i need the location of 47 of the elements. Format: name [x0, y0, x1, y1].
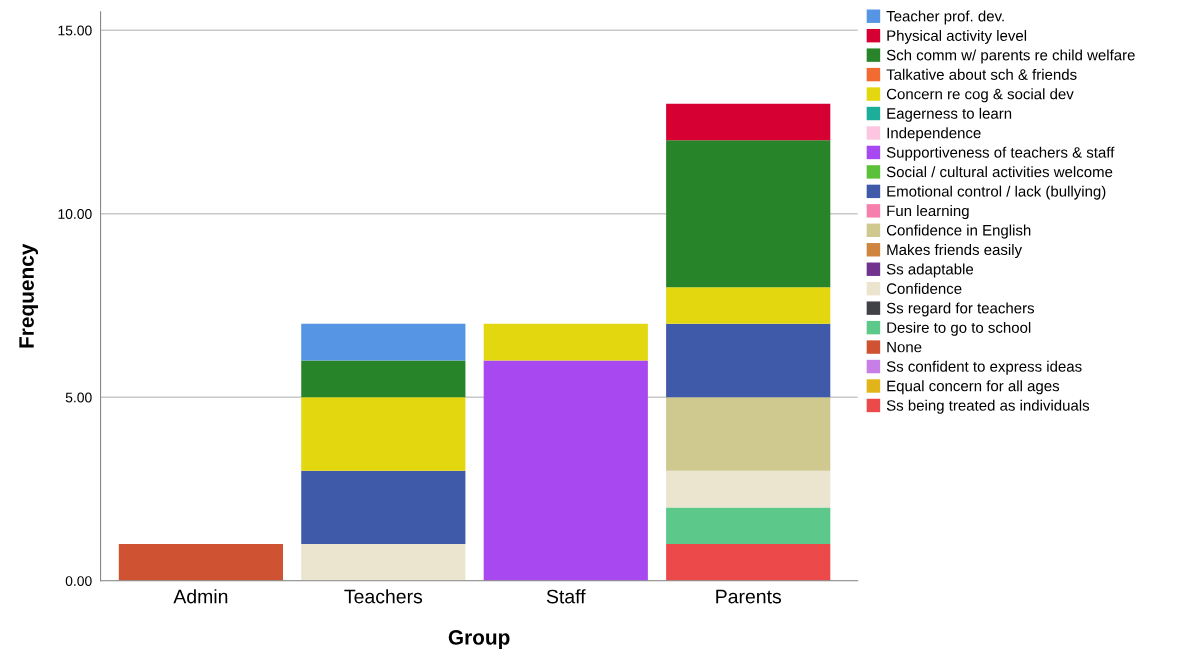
x-tick-label: Staff	[546, 589, 586, 604]
legend-label: Desire to go to school	[887, 321, 1031, 336]
legend-label: Eagerness to learn	[887, 107, 1012, 122]
bar	[666, 323, 831, 398]
legend-label: Fun learning	[887, 205, 969, 220]
bar	[301, 323, 466, 361]
bar	[301, 397, 466, 471]
legend-label: None	[887, 341, 922, 353]
legend-label: Ss adaptable	[886, 263, 974, 278]
x-tick-label: Teachers	[344, 589, 423, 604]
legend-label: Equal concern for all ages	[887, 380, 1060, 395]
bar	[483, 323, 648, 361]
legend-label: Physical activity level	[887, 29, 1027, 44]
legend-label: Concern re cog & social dev	[886, 88, 1074, 103]
legend-label: Confidence in English	[886, 224, 1031, 239]
bar	[666, 470, 831, 508]
bar	[118, 544, 283, 581]
legend-label: Ss being treated as individuals	[886, 399, 1090, 414]
bar	[666, 544, 831, 581]
bar	[666, 507, 831, 545]
legend-label: Teacher prof. dev.	[886, 10, 1004, 25]
legend-label: Supportiveness of teachers & staff	[886, 146, 1115, 161]
legend-label: Social / cultural activities welcome	[886, 166, 1113, 178]
bar	[666, 140, 831, 288]
bar	[666, 287, 831, 324]
legend-label: Ss regard for teachers	[886, 302, 1035, 317]
legend-label: Talkative about sch & friends	[886, 68, 1077, 80]
y-axis-title: Frequency	[19, 243, 39, 348]
legend-label: Sch comm w/ parents re child welfare	[886, 49, 1135, 64]
legend-label: Ss confident to express ideas	[886, 360, 1082, 375]
y-tick-label: 10.00	[58, 209, 92, 219]
bar	[666, 103, 831, 141]
bar	[483, 360, 648, 581]
bar	[666, 397, 831, 471]
y-tick-label: 0.00	[65, 576, 92, 586]
legend-label: Confidence	[886, 282, 962, 294]
x-tick-label: Parents	[716, 589, 782, 604]
y-tick-label: 15.00	[58, 25, 92, 36]
x-axis-title: Group	[448, 630, 510, 649]
x-tick-label: Admin	[173, 589, 228, 604]
bar	[301, 544, 466, 581]
legend-label: Makes friends easily	[887, 244, 1023, 259]
bar	[301, 360, 466, 398]
legend-label: Emotional control / lack (bullying)	[887, 185, 1106, 200]
y-tick-label: 5.00	[65, 392, 92, 403]
bar	[301, 470, 466, 545]
legend-label: Independence	[887, 127, 981, 142]
